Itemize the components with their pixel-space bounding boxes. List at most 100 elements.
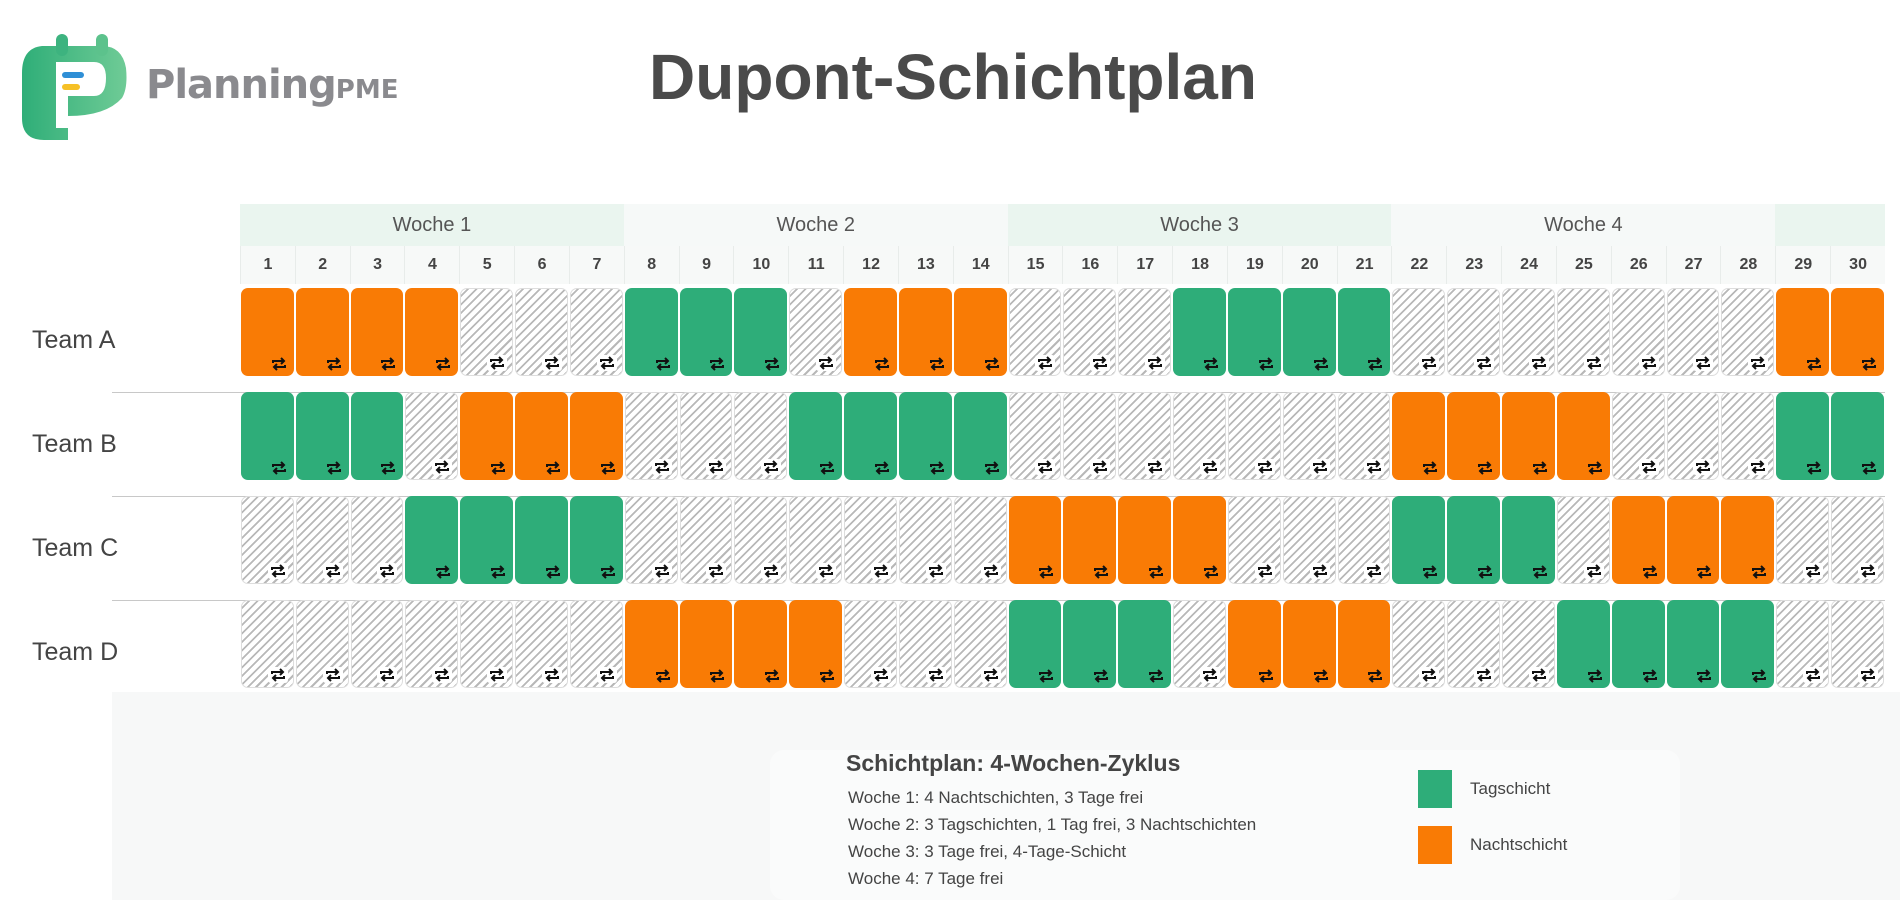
repeat-icon[interactable]	[1749, 564, 1769, 580]
repeat-icon[interactable]	[1748, 459, 1769, 475]
day-off-cell[interactable]	[1666, 392, 1720, 480]
night-shift-cell[interactable]	[844, 288, 897, 376]
repeat-icon[interactable]	[541, 667, 562, 683]
repeat-icon[interactable]	[1419, 667, 1440, 683]
night-shift-cell[interactable]	[1776, 288, 1830, 376]
repeat-icon[interactable]	[488, 460, 508, 476]
day-off-cell[interactable]	[1063, 288, 1117, 376]
repeat-icon[interactable]	[596, 355, 617, 371]
repeat-icon[interactable]	[1857, 563, 1878, 579]
day-shift-cell[interactable]	[1721, 600, 1775, 688]
night-shift-cell[interactable]	[1392, 392, 1446, 480]
repeat-icon[interactable]	[1254, 563, 1275, 579]
repeat-icon[interactable]	[1583, 355, 1604, 371]
repeat-icon[interactable]	[1530, 460, 1550, 476]
repeat-icon[interactable]	[817, 460, 837, 476]
day-shift-cell[interactable]	[241, 392, 294, 480]
day-off-cell[interactable]	[569, 288, 623, 376]
repeat-icon[interactable]	[761, 563, 782, 579]
night-shift-cell[interactable]	[295, 288, 349, 376]
repeat-icon[interactable]	[925, 667, 946, 683]
repeat-icon[interactable]	[1091, 564, 1111, 580]
repeat-icon[interactable]	[598, 460, 618, 476]
day-off-cell[interactable]	[1392, 288, 1446, 376]
day-off-cell[interactable]	[350, 600, 404, 688]
repeat-icon[interactable]	[1859, 460, 1879, 476]
night-shift-cell[interactable]	[1173, 496, 1226, 584]
night-shift-cell[interactable]	[350, 288, 404, 376]
night-shift-cell[interactable]	[734, 600, 788, 688]
repeat-icon[interactable]	[1254, 459, 1275, 475]
repeat-icon[interactable]	[980, 563, 1001, 579]
repeat-icon[interactable]	[980, 667, 1001, 683]
day-off-cell[interactable]	[1831, 600, 1884, 688]
repeat-icon[interactable]	[1693, 355, 1714, 371]
repeat-icon[interactable]	[1585, 668, 1605, 684]
repeat-icon[interactable]	[1311, 668, 1331, 684]
day-off-cell[interactable]	[515, 288, 568, 376]
repeat-icon[interactable]	[267, 563, 288, 579]
repeat-icon[interactable]	[1803, 563, 1824, 579]
day-shift-cell[interactable]	[789, 392, 843, 480]
repeat-icon[interactable]	[1309, 459, 1330, 475]
day-shift-cell[interactable]	[844, 392, 897, 480]
repeat-icon[interactable]	[1364, 563, 1385, 579]
day-off-cell[interactable]	[460, 288, 514, 376]
repeat-icon[interactable]	[267, 667, 288, 683]
day-shift-cell[interactable]	[679, 288, 733, 376]
night-shift-cell[interactable]	[953, 288, 1007, 376]
repeat-icon[interactable]	[1090, 355, 1111, 371]
day-shift-cell[interactable]	[1118, 600, 1172, 688]
night-shift-cell[interactable]	[241, 288, 294, 376]
repeat-icon[interactable]	[1199, 667, 1220, 683]
repeat-icon[interactable]	[653, 356, 673, 372]
day-shift-cell[interactable]	[898, 392, 952, 480]
repeat-icon[interactable]	[1311, 356, 1331, 372]
repeat-icon[interactable]	[817, 668, 837, 684]
night-shift-cell[interactable]	[405, 288, 459, 376]
day-off-cell[interactable]	[515, 600, 568, 688]
repeat-icon[interactable]	[982, 356, 1002, 372]
night-shift-cell[interactable]	[789, 600, 843, 688]
repeat-icon[interactable]	[707, 668, 727, 684]
day-off-cell[interactable]	[241, 600, 294, 688]
day-off-cell[interactable]	[1173, 392, 1226, 480]
repeat-icon[interactable]	[1364, 459, 1385, 475]
repeat-icon[interactable]	[541, 355, 562, 371]
day-off-cell[interactable]	[241, 496, 294, 584]
day-off-cell[interactable]	[1447, 288, 1501, 376]
repeat-icon[interactable]	[269, 460, 289, 476]
repeat-icon[interactable]	[324, 460, 344, 476]
repeat-icon[interactable]	[1419, 355, 1440, 371]
day-shift-cell[interactable]	[624, 288, 678, 376]
day-off-cell[interactable]	[1118, 392, 1172, 480]
day-off-cell[interactable]	[1227, 496, 1281, 584]
repeat-icon[interactable]	[1420, 460, 1440, 476]
night-shift-cell[interactable]	[1556, 392, 1610, 480]
repeat-icon[interactable]	[1036, 668, 1056, 684]
repeat-icon[interactable]	[1694, 564, 1714, 580]
night-shift-cell[interactable]	[1721, 496, 1775, 584]
day-shift-cell[interactable]	[515, 496, 568, 584]
repeat-icon[interactable]	[1859, 356, 1879, 372]
day-off-cell[interactable]	[844, 600, 897, 688]
repeat-icon[interactable]	[1474, 355, 1495, 371]
night-shift-cell[interactable]	[1282, 600, 1336, 688]
repeat-icon[interactable]	[1528, 667, 1549, 683]
day-off-cell[interactable]	[624, 496, 678, 584]
day-off-cell[interactable]	[734, 392, 788, 480]
repeat-icon[interactable]	[378, 460, 398, 476]
day-off-cell[interactable]	[1776, 496, 1830, 584]
repeat-icon[interactable]	[653, 668, 673, 684]
night-shift-cell[interactable]	[624, 600, 678, 688]
day-off-cell[interactable]	[953, 496, 1007, 584]
repeat-icon[interactable]	[377, 667, 398, 683]
repeat-icon[interactable]	[598, 564, 618, 580]
day-shift-cell[interactable]	[1063, 600, 1117, 688]
day-shift-cell[interactable]	[1008, 600, 1062, 688]
day-off-cell[interactable]	[734, 496, 788, 584]
day-off-cell[interactable]	[405, 600, 459, 688]
repeat-icon[interactable]	[543, 564, 563, 580]
repeat-icon[interactable]	[1803, 667, 1824, 683]
day-shift-cell[interactable]	[1173, 288, 1226, 376]
